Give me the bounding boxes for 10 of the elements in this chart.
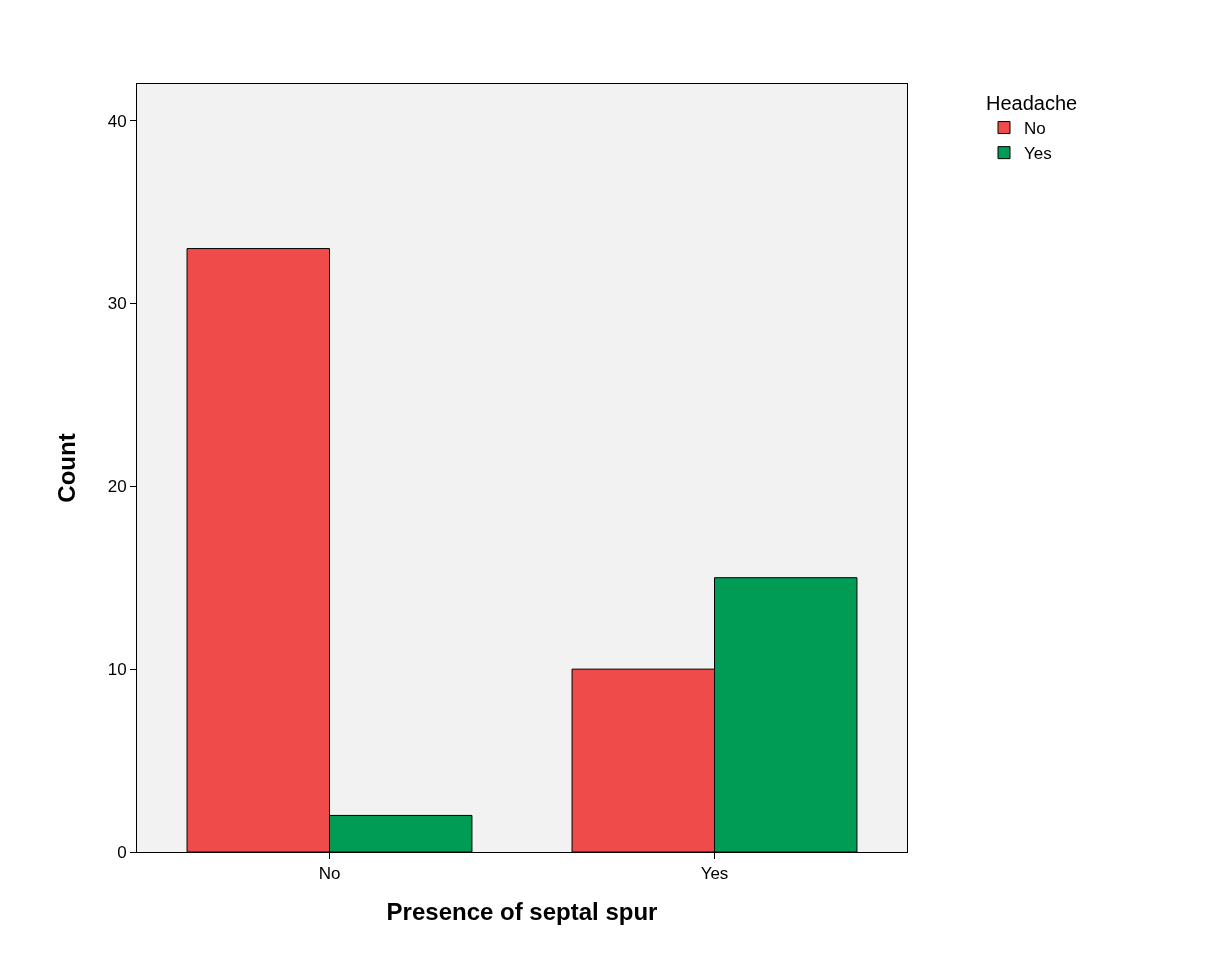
legend-label: No	[1024, 119, 1046, 139]
y-tick-label: 0	[117, 842, 127, 862]
y-tick-label: 10	[107, 660, 127, 680]
x-axis-title: Presence of septal spur	[386, 897, 658, 925]
y-tick-label: 40	[107, 111, 127, 131]
legend-title: Headache	[986, 92, 1078, 114]
legend-label: Yes	[1024, 144, 1052, 164]
y-tick-label: 30	[107, 294, 127, 314]
y-axis-title: Count	[52, 433, 80, 503]
y-tick-label: 20	[107, 477, 127, 497]
